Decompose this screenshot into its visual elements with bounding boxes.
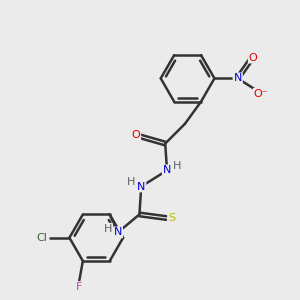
Text: H: H — [173, 161, 181, 171]
Text: N: N — [233, 74, 242, 83]
Text: F: F — [76, 282, 83, 292]
Text: N: N — [137, 182, 146, 191]
Text: O: O — [131, 130, 140, 140]
Text: H: H — [127, 177, 135, 187]
Text: O⁻: O⁻ — [254, 89, 268, 99]
Text: H: H — [104, 224, 112, 234]
Text: N: N — [163, 165, 171, 176]
Text: Cl: Cl — [36, 233, 47, 243]
Text: N: N — [114, 227, 122, 237]
Text: O: O — [249, 52, 257, 63]
Text: S: S — [168, 213, 175, 223]
